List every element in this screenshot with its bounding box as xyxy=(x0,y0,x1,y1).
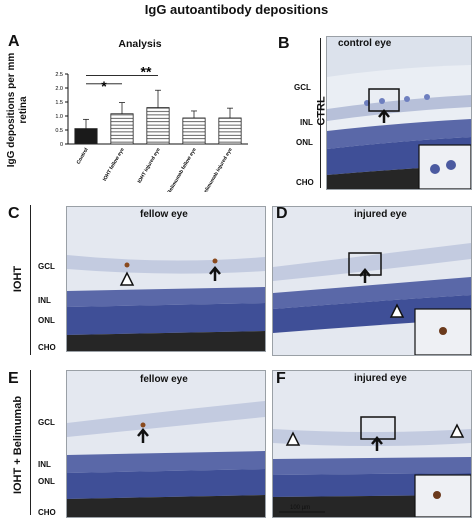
micrograph-b xyxy=(326,36,472,190)
x-tick-label: Control xyxy=(76,146,90,165)
significance-label: ** xyxy=(141,63,152,79)
panel-a-letter: A xyxy=(8,33,20,50)
row-divider-ioht xyxy=(30,205,31,355)
panel-e-letter: E xyxy=(8,370,19,387)
x-tick-label: IOHT injured eye xyxy=(137,147,162,185)
bar xyxy=(110,113,134,145)
bar-chart: 0 0.5 1.0 1.5 2.0 2.5 Control IOHT fellow eye IO… xyxy=(55,63,248,192)
micrograph-e-image xyxy=(67,371,265,517)
layer-label-onl-b: ONL xyxy=(296,138,313,147)
caption-f: injured eye xyxy=(354,373,407,384)
layer-label-gcl-b: GCL xyxy=(294,83,311,92)
bar xyxy=(182,117,206,145)
caption-c: fellow eye xyxy=(140,209,188,220)
bar xyxy=(218,117,242,145)
micrograph-d xyxy=(272,206,472,356)
chart-ylabel: IgG depositions per mm retina xyxy=(6,52,29,168)
layer-label-cho-c: CHO xyxy=(38,343,56,352)
layer-label-gcl-c: GCL xyxy=(38,262,55,271)
y-tick-label: 2.0 xyxy=(55,86,63,92)
micrograph-d-image xyxy=(273,207,471,355)
layer-label-inl-e: INL xyxy=(38,460,51,469)
panel-f-letter: F xyxy=(276,370,286,387)
layer-label-inl-b: INL xyxy=(300,118,313,127)
layer-label-gcl-e: GCL xyxy=(38,418,55,427)
x-tick-label: IOHT + Belimumab injured eye xyxy=(192,147,233,192)
layer-label-cho-b: CHO xyxy=(296,178,314,187)
bar xyxy=(74,128,98,145)
micrograph-f-image xyxy=(273,371,471,517)
row-divider-ioht-belimumab xyxy=(30,370,31,515)
row-divider-ctrl xyxy=(320,38,321,188)
x-tick-label: IOHT + Belimumab fellow eye xyxy=(158,147,198,192)
micrograph-f xyxy=(272,370,472,518)
panel-b-letter: B xyxy=(278,35,290,52)
layer-label-cho-e: CHO xyxy=(38,508,56,517)
significance-label: * xyxy=(101,78,107,94)
panel-c-letter: C xyxy=(8,205,20,222)
layer-label-onl-c: ONL xyxy=(38,316,55,325)
layer-label-inl-c: INL xyxy=(38,296,51,305)
y-tick-label: 1.0 xyxy=(55,114,63,120)
y-tick-label: 1.5 xyxy=(55,100,63,106)
chart-title: Analysis xyxy=(118,38,162,50)
x-tick-label: IOHT fellow eye xyxy=(102,147,126,182)
y-tick-label: 0.5 xyxy=(55,128,63,134)
caption-b: control eye xyxy=(338,38,392,49)
scale-bar-label: 100 µm xyxy=(290,505,311,511)
row-label-ioht: IOHT xyxy=(12,265,24,293)
y-tick-label: 2.5 xyxy=(55,72,63,78)
figure-title: IgG autoantibody depositions xyxy=(144,2,329,17)
y-tick-label: 0 xyxy=(60,142,63,148)
row-label-ioht-belimumab: IOHT + Belimumab xyxy=(11,395,24,495)
micrograph-b-image xyxy=(327,37,471,189)
bar xyxy=(146,107,170,145)
caption-e: fellow eye xyxy=(140,374,188,385)
micrograph-c xyxy=(66,206,266,352)
layer-label-onl-e: ONL xyxy=(38,477,55,486)
caption-d: injured eye xyxy=(354,209,407,220)
panel-d-letter-overlay: D xyxy=(276,205,288,222)
micrograph-e xyxy=(66,370,266,518)
micrograph-c-image xyxy=(67,207,265,351)
